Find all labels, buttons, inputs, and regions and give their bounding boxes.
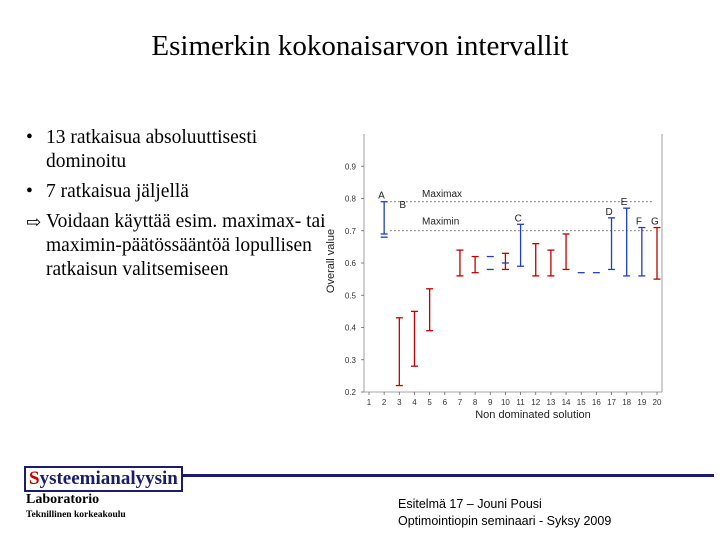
bullet-marker: • — [26, 127, 33, 148]
logo: Systeemianalyysin — [24, 466, 714, 492]
x-tick-label: 12 — [531, 398, 540, 407]
bullet-item: • 7 ratkaisua jäljellä — [26, 180, 326, 204]
x-axis-label: Non dominated solution — [475, 409, 591, 421]
arrow-bullet-item: ⇨ Voidaan käyttää esim. maximax- tai max… — [26, 210, 326, 282]
x-tick-label: 5 — [427, 398, 432, 407]
y-tick-label: 0.6 — [345, 259, 357, 268]
bullet-marker: • — [26, 181, 33, 202]
y-tick-label: 0.2 — [345, 388, 357, 397]
bullet-text: Voidaan käyttää esim. maximax- tai maxim… — [46, 211, 326, 280]
footer-line2: Optimointiopin seminaari - Syksy 2009 — [398, 514, 612, 528]
y-tick-label: 0.7 — [345, 227, 357, 236]
interval-label: A — [378, 191, 385, 202]
y-tick-label: 0.8 — [345, 195, 357, 204]
interval-label: C — [515, 213, 522, 224]
bullet-item: • 13 ratkaisua absoluuttisesti dominoitu — [26, 126, 326, 174]
slide-title: Esimerkin kokonaisarvon intervallit — [151, 30, 569, 62]
logo-university: Teknillinen korkeakoulu — [26, 510, 126, 520]
y-tick-label: 0.5 — [345, 291, 357, 300]
logo-bar — [24, 474, 714, 477]
interval-label: D — [606, 207, 613, 218]
x-tick-label: 4 — [412, 398, 417, 407]
bullet-list: • 13 ratkaisua absoluuttisesti dominoitu… — [26, 126, 326, 288]
x-tick-label: 18 — [622, 398, 631, 407]
footer-line1: Esitelmä 17 – Jouni Pousi — [398, 497, 542, 511]
y-tick-label: 0.4 — [345, 324, 357, 333]
x-tick-label: 3 — [397, 398, 402, 407]
logo-first-letter: S — [29, 468, 40, 489]
footer: Esitelmä 17 – Jouni Pousi Optimointiopin… — [398, 496, 611, 530]
x-tick-label: 11 — [516, 398, 525, 407]
x-tick-label: 6 — [443, 398, 448, 407]
x-tick-label: 13 — [546, 398, 555, 407]
x-tick-label: 19 — [637, 398, 646, 407]
arrow-right-icon: ⇨ — [26, 212, 42, 232]
x-tick-label: 15 — [577, 398, 586, 407]
logo-laboratorio: Laboratorio — [26, 492, 100, 507]
chart-annotation: B — [399, 200, 406, 211]
interval-label: F — [636, 217, 642, 228]
bullet-text: 7 ratkaisua jäljellä — [46, 181, 189, 202]
x-tick-label: 2 — [382, 398, 387, 407]
logo-text: ysteemianalyysin — [39, 468, 178, 489]
y-axis-label: Overall value — [325, 229, 337, 293]
interval-label: E — [621, 197, 628, 208]
y-tick-label: 0.9 — [345, 162, 357, 171]
interval-chart: 0.20.30.40.50.60.70.80.91 2 3 4 5 6 7 8 9 10 11 12 1… — [325, 134, 663, 421]
x-tick-label: 7 — [458, 398, 463, 407]
x-tick-label: 17 — [607, 398, 616, 407]
logo-box: Systeemianalyysin — [24, 466, 183, 492]
x-tick-label: 8 — [473, 398, 478, 407]
bullet-text: 13 ratkaisua absoluuttisesti dominoitu — [46, 127, 258, 172]
x-tick-label: 10 — [501, 398, 510, 407]
chart-annotation: Maximin — [422, 216, 459, 227]
x-tick-label: 1 — [367, 398, 372, 407]
x-tick-label: 16 — [592, 398, 601, 407]
interval-label: G — [651, 217, 659, 228]
x-tick-label: 9 — [488, 398, 493, 407]
chart-annotation: Maximax — [422, 189, 462, 200]
x-tick-label: 14 — [562, 398, 571, 407]
y-tick-label: 0.3 — [345, 356, 357, 365]
x-tick-label: 20 — [653, 398, 662, 407]
